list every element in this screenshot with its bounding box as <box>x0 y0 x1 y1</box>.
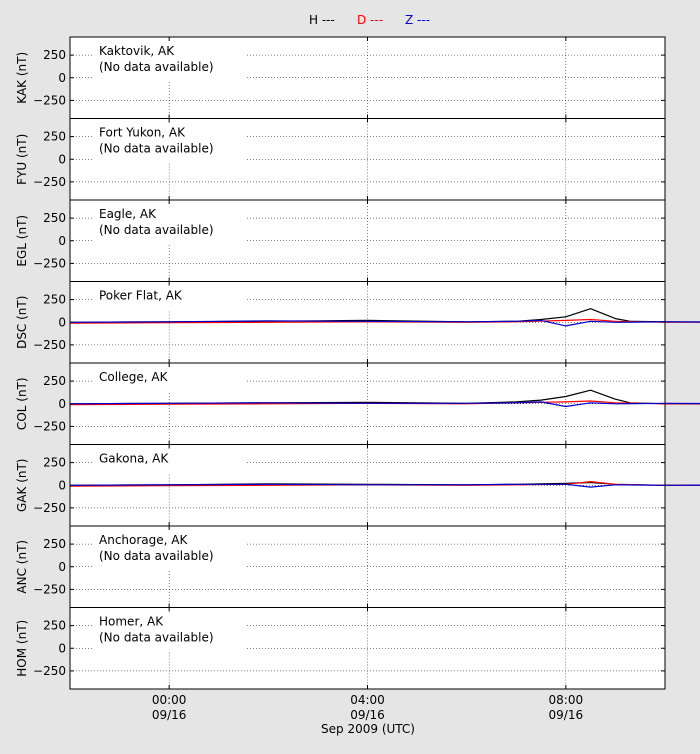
y-axis-label: EGL (nT) <box>15 215 29 267</box>
no-data-note: (No data available) <box>99 142 214 156</box>
y-axis-label: ANC (nT) <box>15 540 29 594</box>
station-label-box <box>92 285 247 310</box>
y-tick-label: −250 <box>33 338 66 352</box>
no-data-note: (No data available) <box>99 223 214 237</box>
station-label-box <box>92 530 247 570</box>
station-label-box <box>92 41 247 81</box>
panel-col: 250 0 −250 College, AK COL (nT) <box>15 362 700 445</box>
legend-entry-h: H --- <box>309 13 335 27</box>
panel-egl: 250 0 −250 Eagle, AK (No data available) EGL … <box>15 199 666 282</box>
y-axis-label: COL (nT) <box>15 377 29 430</box>
x-tick-label-date: 09/16 <box>549 708 584 722</box>
y-tick-label: 0 <box>58 641 66 655</box>
x-tick-label-time: 00:00 <box>152 693 187 707</box>
y-axis-label: DSC (nT) <box>15 296 29 349</box>
x-axis: 00:0009/1604:0009/1608:0009/1612:0009/16… <box>152 693 584 722</box>
y-tick-label: 0 <box>58 315 66 329</box>
no-data-note: (No data available) <box>99 549 214 563</box>
y-tick-label: 250 <box>43 130 66 144</box>
station-label: Anchorage, AK <box>99 533 188 547</box>
panel-frame <box>69 607 666 690</box>
legend: H --- D --- Z --- <box>309 13 430 27</box>
panels: 250 0 −250 Kaktovik, AK (No data available) K… <box>15 36 700 690</box>
series-line-z <box>69 483 700 488</box>
y-axis-label: FYU (nT) <box>15 134 29 185</box>
y-tick-label: −250 <box>33 256 66 270</box>
y-tick-label: −250 <box>33 175 66 189</box>
y-tick-label: 250 <box>43 456 66 470</box>
station-label: Poker Flat, AK <box>99 289 183 303</box>
series-line-z <box>69 319 700 327</box>
y-tick-label: 250 <box>43 48 66 62</box>
y-tick-label: 0 <box>58 71 66 85</box>
station-label: Eagle, AK <box>99 207 157 221</box>
y-tick-label: 0 <box>58 478 66 492</box>
y-tick-label: 0 <box>58 152 66 166</box>
y-tick-label: 0 <box>58 397 66 411</box>
station-label: Fort Yukon, AK <box>99 126 186 140</box>
series-line-z <box>69 401 700 408</box>
x-tick-label-time: 08:00 <box>549 693 584 707</box>
y-tick-label: 0 <box>58 234 66 248</box>
panel-hom: 250 0 −250 Homer, AK (No data available) HOM … <box>15 607 666 690</box>
legend-entry-z: Z --- <box>405 13 430 27</box>
legend-entry-d: D --- <box>357 13 383 27</box>
no-data-note: (No data available) <box>99 631 214 645</box>
station-label: Kaktovik, AK <box>99 44 175 58</box>
y-tick-label: 250 <box>43 619 66 633</box>
y-tick-label: −250 <box>33 501 66 515</box>
station-label: College, AK <box>99 370 169 384</box>
panel-gak: 250 0 −250 Gakona, AK GAK (nT) <box>15 444 700 527</box>
no-data-note: (No data available) <box>99 60 214 74</box>
station-label: Gakona, AK <box>99 452 169 466</box>
station-label-box <box>92 367 247 391</box>
x-tick-label-date: 09/16 <box>152 708 187 722</box>
y-axis-label: KAK (nT) <box>15 52 29 104</box>
y-axis-label: HOM (nT) <box>15 620 29 677</box>
y-tick-label: −250 <box>33 664 66 678</box>
panel-fyu: 250 0 −250 Fort Yukon, AK (No data available… <box>15 118 666 201</box>
x-axis-label: Sep 2009 (UTC) <box>321 722 415 736</box>
station-label-box <box>92 611 247 652</box>
x-tick-label-time: 04:00 <box>350 693 385 707</box>
y-tick-label: 250 <box>43 537 66 551</box>
panel-dsc: 250 0 −250 Poker Flat, AK DSC (nT) <box>15 281 700 364</box>
station-label-box <box>92 448 247 473</box>
station-label-box <box>92 204 247 244</box>
station-label: Homer, AK <box>99 615 164 629</box>
y-tick-label: 0 <box>58 560 66 574</box>
panel-kak: 250 0 −250 Kaktovik, AK (No data available) K… <box>15 36 666 119</box>
y-tick-label: −250 <box>33 582 66 596</box>
y-axis-label: GAK (nT) <box>15 459 29 513</box>
panel-anc: 250 0 −250 Anchorage, AK (No data available)… <box>15 525 666 608</box>
y-tick-label: 250 <box>43 293 66 307</box>
x-tick-label-date: 09/16 <box>350 708 385 722</box>
y-tick-label: −250 <box>33 93 66 107</box>
y-tick-label: 250 <box>43 374 66 388</box>
y-tick-label: 250 <box>43 211 66 225</box>
y-tick-label: −250 <box>33 419 66 433</box>
station-label-box <box>92 122 247 163</box>
